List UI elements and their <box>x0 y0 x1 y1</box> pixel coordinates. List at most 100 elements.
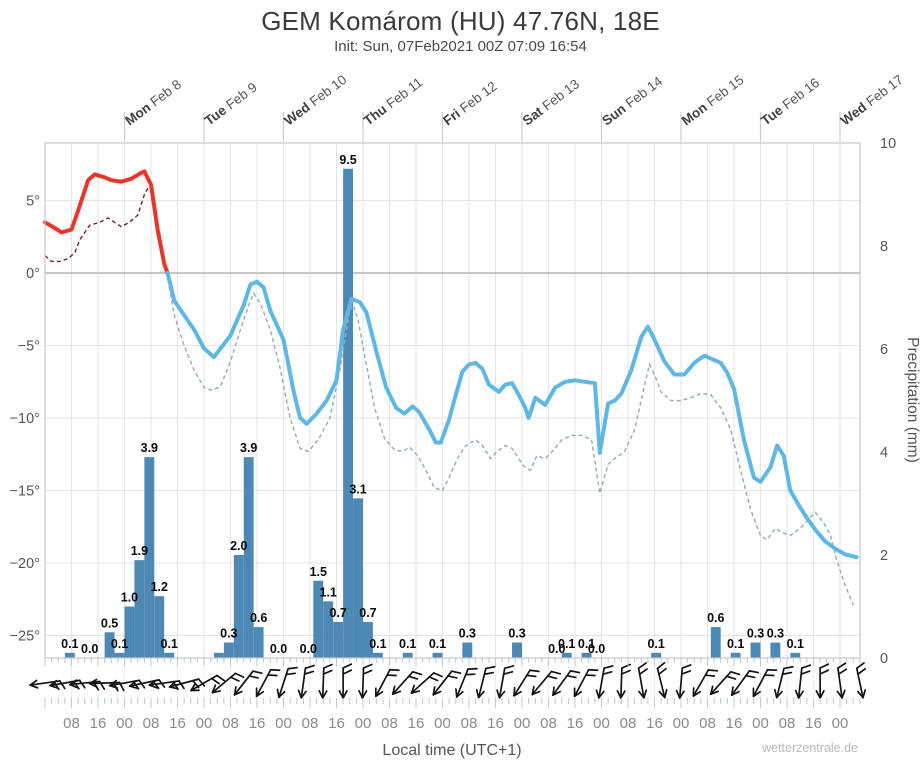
wind-barb-icon <box>338 663 353 699</box>
precip-bar <box>462 642 473 658</box>
wind-barb-icon <box>595 665 614 699</box>
wind-barb-icon <box>815 663 830 699</box>
day-label: Sun Feb 14 <box>599 73 665 128</box>
precip-bar-label: 0.5 <box>101 616 118 630</box>
wind-barb-icon <box>692 669 719 697</box>
time-tick-label: 16 <box>567 715 584 732</box>
day-label: Tue Feb 16 <box>758 75 822 128</box>
wind-barb-icon <box>276 666 298 699</box>
time-tick-label: 16 <box>408 715 425 732</box>
precip-bar-label: 0.1 <box>111 637 128 651</box>
precip-bar <box>223 642 234 658</box>
precip-bar-label: 0.0 <box>81 642 98 656</box>
time-tick-label: 08 <box>540 715 557 732</box>
precip-bar-label: 0.3 <box>747 627 764 641</box>
svg-text:6: 6 <box>880 342 888 358</box>
wind-barb-icon <box>190 674 226 692</box>
precip-bar-label: 3.1 <box>349 482 366 496</box>
wind-barb-icon <box>410 672 443 694</box>
day-label: Mon Feb 15 <box>679 72 747 128</box>
time-tick-label: 08 <box>461 715 478 732</box>
svg-text:−25°: −25° <box>10 629 40 645</box>
time-tick-label: 00 <box>434 715 451 732</box>
precipitation-axis-title: Precipitation (mm) <box>904 337 921 463</box>
precip-bar <box>124 606 135 658</box>
time-tick-label: 16 <box>169 715 186 732</box>
time-tick-label: 00 <box>275 715 292 732</box>
precip-bar-label: 0.1 <box>161 637 178 651</box>
precip-bar-label: 0.1 <box>787 637 804 651</box>
precip-bar <box>730 652 741 658</box>
wind-barb-icon <box>88 678 125 692</box>
day-label: Thu Feb 11 <box>361 75 426 129</box>
wind-barb-icon <box>49 679 86 690</box>
wind-barb-icon <box>255 668 281 698</box>
precip-bar-label: 0.7 <box>359 606 376 620</box>
precip-bar-label: 0.1 <box>578 637 595 651</box>
precip-bar-label: 9.5 <box>339 153 356 167</box>
wind-barb-icon <box>573 668 599 698</box>
precip-bar <box>372 652 383 658</box>
time-tick-label: 08 <box>620 715 637 732</box>
precip-bar <box>363 621 373 658</box>
time-tick-label: 08 <box>222 715 239 732</box>
precip-bar <box>164 652 175 658</box>
wind-barb-icon <box>836 662 848 699</box>
precip-bar-label: 0.1 <box>647 637 664 651</box>
precip-bar-label: 0.1 <box>558 637 575 651</box>
grid-lines <box>45 143 860 700</box>
time-tick-label: 16 <box>646 715 663 732</box>
time-tick-label: 00 <box>752 715 769 732</box>
temperature-curve <box>43 169 859 560</box>
wind-barb-icon <box>374 668 400 698</box>
day-label: Mon Feb 8 <box>122 77 184 129</box>
precip-bar-label: 0.6 <box>707 611 724 625</box>
watermark: wetterzentrale.de <box>761 741 858 755</box>
precip-bar <box>353 498 363 658</box>
time-tick-label: 16 <box>805 715 822 732</box>
wind-barb-icon <box>455 667 478 698</box>
wind-barb-icon <box>730 670 760 696</box>
precip-bar <box>750 642 761 658</box>
time-tick-label: 00 <box>116 715 133 732</box>
precip-bar <box>343 168 354 658</box>
wind-barb-icon <box>794 664 812 699</box>
precip-bar <box>581 652 592 658</box>
svg-text:0: 0 <box>880 651 888 667</box>
svg-text:2: 2 <box>880 548 888 564</box>
precipitation-bar-labels: 0.1 0.00.50.11.01.93.91.20.10.32.03.90.60… <box>61 153 804 656</box>
svg-text:5°: 5° <box>26 194 40 210</box>
precip-bar <box>402 652 413 658</box>
precip-bar <box>651 652 662 658</box>
page-title: GEM Komárom (HU) 47.76N, 18E <box>261 6 660 36</box>
wind-barb-icon <box>391 671 423 695</box>
precip-bar <box>313 580 324 658</box>
precip-bar-label: 1.0 <box>121 591 138 605</box>
time-tick-label: 16 <box>90 715 107 732</box>
time-tick-label: 00 <box>355 715 372 732</box>
wind-barb-icon <box>432 670 462 696</box>
time-tick-label: 08 <box>143 715 160 732</box>
day-label: Sat Feb 13 <box>520 76 582 128</box>
precip-bar-label: 0.1 <box>61 637 78 651</box>
plot-frame <box>44 142 861 659</box>
precip-bar-label: 0.3 <box>220 627 237 641</box>
precip-bar <box>432 652 443 658</box>
time-tick-label: 16 <box>487 715 504 732</box>
precip-bar <box>134 560 145 658</box>
precip-bar <box>104 632 115 658</box>
svg-text:4: 4 <box>880 445 888 461</box>
time-axis-title: Local time (UTC+1) <box>382 742 521 759</box>
wind-barb-icon <box>675 664 692 699</box>
precip-bar-label: 1.1 <box>320 585 337 599</box>
day-label: Tue Feb 9 <box>202 80 260 129</box>
wind-barb-icon <box>318 663 333 699</box>
time-tick-label: 08 <box>63 715 80 732</box>
svg-text:8: 8 <box>880 239 888 255</box>
precip-bar-label: 3.9 <box>141 441 158 455</box>
day-label: Wed Feb 17 <box>838 72 906 129</box>
time-tick-label: 08 <box>381 715 398 732</box>
day-label: Fri Feb 12 <box>440 78 499 128</box>
precip-bar-label: 0.0 <box>300 642 317 656</box>
